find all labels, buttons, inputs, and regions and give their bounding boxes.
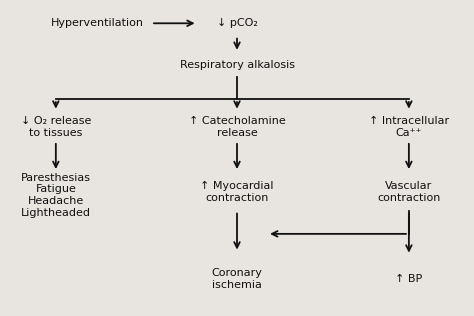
Text: Coronary
ischemia: Coronary ischemia (211, 268, 263, 289)
Text: Respiratory alkalosis: Respiratory alkalosis (180, 60, 294, 70)
Text: Paresthesias
Fatigue
Headache
Lightheaded: Paresthesias Fatigue Headache Lightheade… (21, 173, 91, 217)
Text: ↑ Intracellular
Ca⁺⁺: ↑ Intracellular Ca⁺⁺ (369, 116, 449, 138)
Text: ↑ Myocardial
contraction: ↑ Myocardial contraction (200, 181, 274, 203)
Text: Hyperventilation: Hyperventilation (51, 18, 144, 28)
Text: ↑ Catecholamine
release: ↑ Catecholamine release (189, 116, 285, 138)
Text: Vascular
contraction: Vascular contraction (377, 181, 440, 203)
Text: ↓ pCO₂: ↓ pCO₂ (217, 18, 257, 28)
Text: ↑ BP: ↑ BP (395, 274, 422, 284)
Text: ↓ O₂ release
to tissues: ↓ O₂ release to tissues (21, 116, 91, 138)
